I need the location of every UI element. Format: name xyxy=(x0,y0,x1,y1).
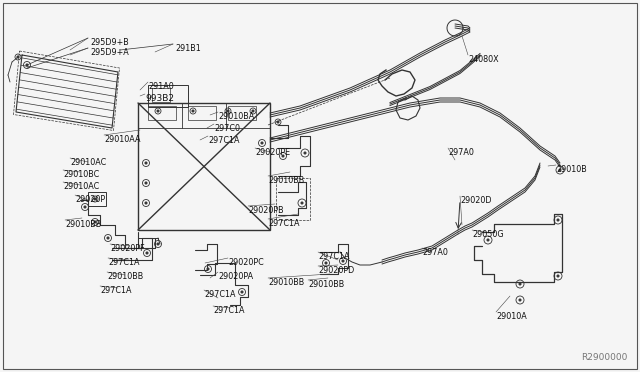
Circle shape xyxy=(557,219,559,221)
Circle shape xyxy=(261,142,263,144)
Circle shape xyxy=(17,56,19,58)
Circle shape xyxy=(252,110,254,112)
Text: R2900000: R2900000 xyxy=(582,353,628,362)
Circle shape xyxy=(94,198,96,200)
Bar xyxy=(152,88,170,102)
Text: 29010BB: 29010BB xyxy=(268,278,304,287)
Bar xyxy=(148,106,176,120)
Text: 297C1A: 297C1A xyxy=(213,306,244,315)
Bar xyxy=(148,85,188,107)
Circle shape xyxy=(157,243,159,245)
Text: 297C1A: 297C1A xyxy=(268,219,300,228)
Circle shape xyxy=(107,237,109,239)
Circle shape xyxy=(519,299,521,301)
Circle shape xyxy=(559,169,561,171)
Circle shape xyxy=(157,110,159,112)
Circle shape xyxy=(324,262,327,264)
Text: 29010A: 29010A xyxy=(496,312,527,321)
Text: 29020PA: 29020PA xyxy=(218,272,253,281)
Text: 297A0: 297A0 xyxy=(448,148,474,157)
Circle shape xyxy=(557,275,559,277)
Text: 29010BB: 29010BB xyxy=(308,280,344,289)
Text: 993B2: 993B2 xyxy=(145,94,174,103)
Circle shape xyxy=(192,110,194,112)
Circle shape xyxy=(227,110,229,112)
Text: 29050G: 29050G xyxy=(472,230,504,239)
Text: 29010BC: 29010BC xyxy=(63,170,99,179)
Bar xyxy=(188,106,216,120)
Circle shape xyxy=(145,202,147,204)
Circle shape xyxy=(487,239,489,241)
Text: 29010BA: 29010BA xyxy=(218,112,254,121)
Text: 29010BB: 29010BB xyxy=(107,272,143,281)
Circle shape xyxy=(145,182,147,184)
Bar xyxy=(276,178,310,220)
Bar xyxy=(138,103,270,230)
Text: 291A0: 291A0 xyxy=(148,82,173,91)
Circle shape xyxy=(519,283,521,285)
Circle shape xyxy=(146,252,148,254)
Circle shape xyxy=(241,291,243,293)
Text: 297A0: 297A0 xyxy=(422,248,448,257)
Text: 29010BB: 29010BB xyxy=(65,220,101,229)
Circle shape xyxy=(94,221,96,223)
Text: 29010AC: 29010AC xyxy=(63,182,99,191)
Text: 29010AC: 29010AC xyxy=(70,158,106,167)
Text: 29020PC: 29020PC xyxy=(228,258,264,267)
Text: 24080X: 24080X xyxy=(468,55,499,64)
Circle shape xyxy=(26,64,28,66)
Bar xyxy=(228,106,256,120)
Text: 29020PB: 29020PB xyxy=(248,206,284,215)
Text: 29010B: 29010B xyxy=(556,165,587,174)
Text: 297C0: 297C0 xyxy=(214,124,240,133)
Text: 295D9+B: 295D9+B xyxy=(90,38,129,47)
Text: 295D9+A: 295D9+A xyxy=(90,48,129,57)
Text: 29010BB: 29010BB xyxy=(268,176,304,185)
Circle shape xyxy=(342,260,344,262)
Text: 297C1A: 297C1A xyxy=(108,258,140,267)
Circle shape xyxy=(207,268,209,270)
Circle shape xyxy=(282,155,284,157)
Text: 291B1: 291B1 xyxy=(175,44,201,53)
Circle shape xyxy=(277,121,279,123)
Text: 29020PD: 29020PD xyxy=(318,266,355,275)
Bar xyxy=(88,192,106,206)
Circle shape xyxy=(301,202,303,204)
Text: 29010AA: 29010AA xyxy=(104,135,141,144)
Text: 29020P: 29020P xyxy=(75,195,105,204)
Text: 297C1A: 297C1A xyxy=(204,290,236,299)
Circle shape xyxy=(84,206,86,208)
Text: 29020PE: 29020PE xyxy=(255,148,290,157)
Text: 29020D: 29020D xyxy=(460,196,492,205)
Text: 29020PF: 29020PF xyxy=(110,244,145,253)
Text: 297C1A: 297C1A xyxy=(318,252,349,261)
Circle shape xyxy=(145,162,147,164)
Text: 297C1A: 297C1A xyxy=(208,136,239,145)
Text: 297C1A: 297C1A xyxy=(100,286,131,295)
Circle shape xyxy=(304,152,306,154)
